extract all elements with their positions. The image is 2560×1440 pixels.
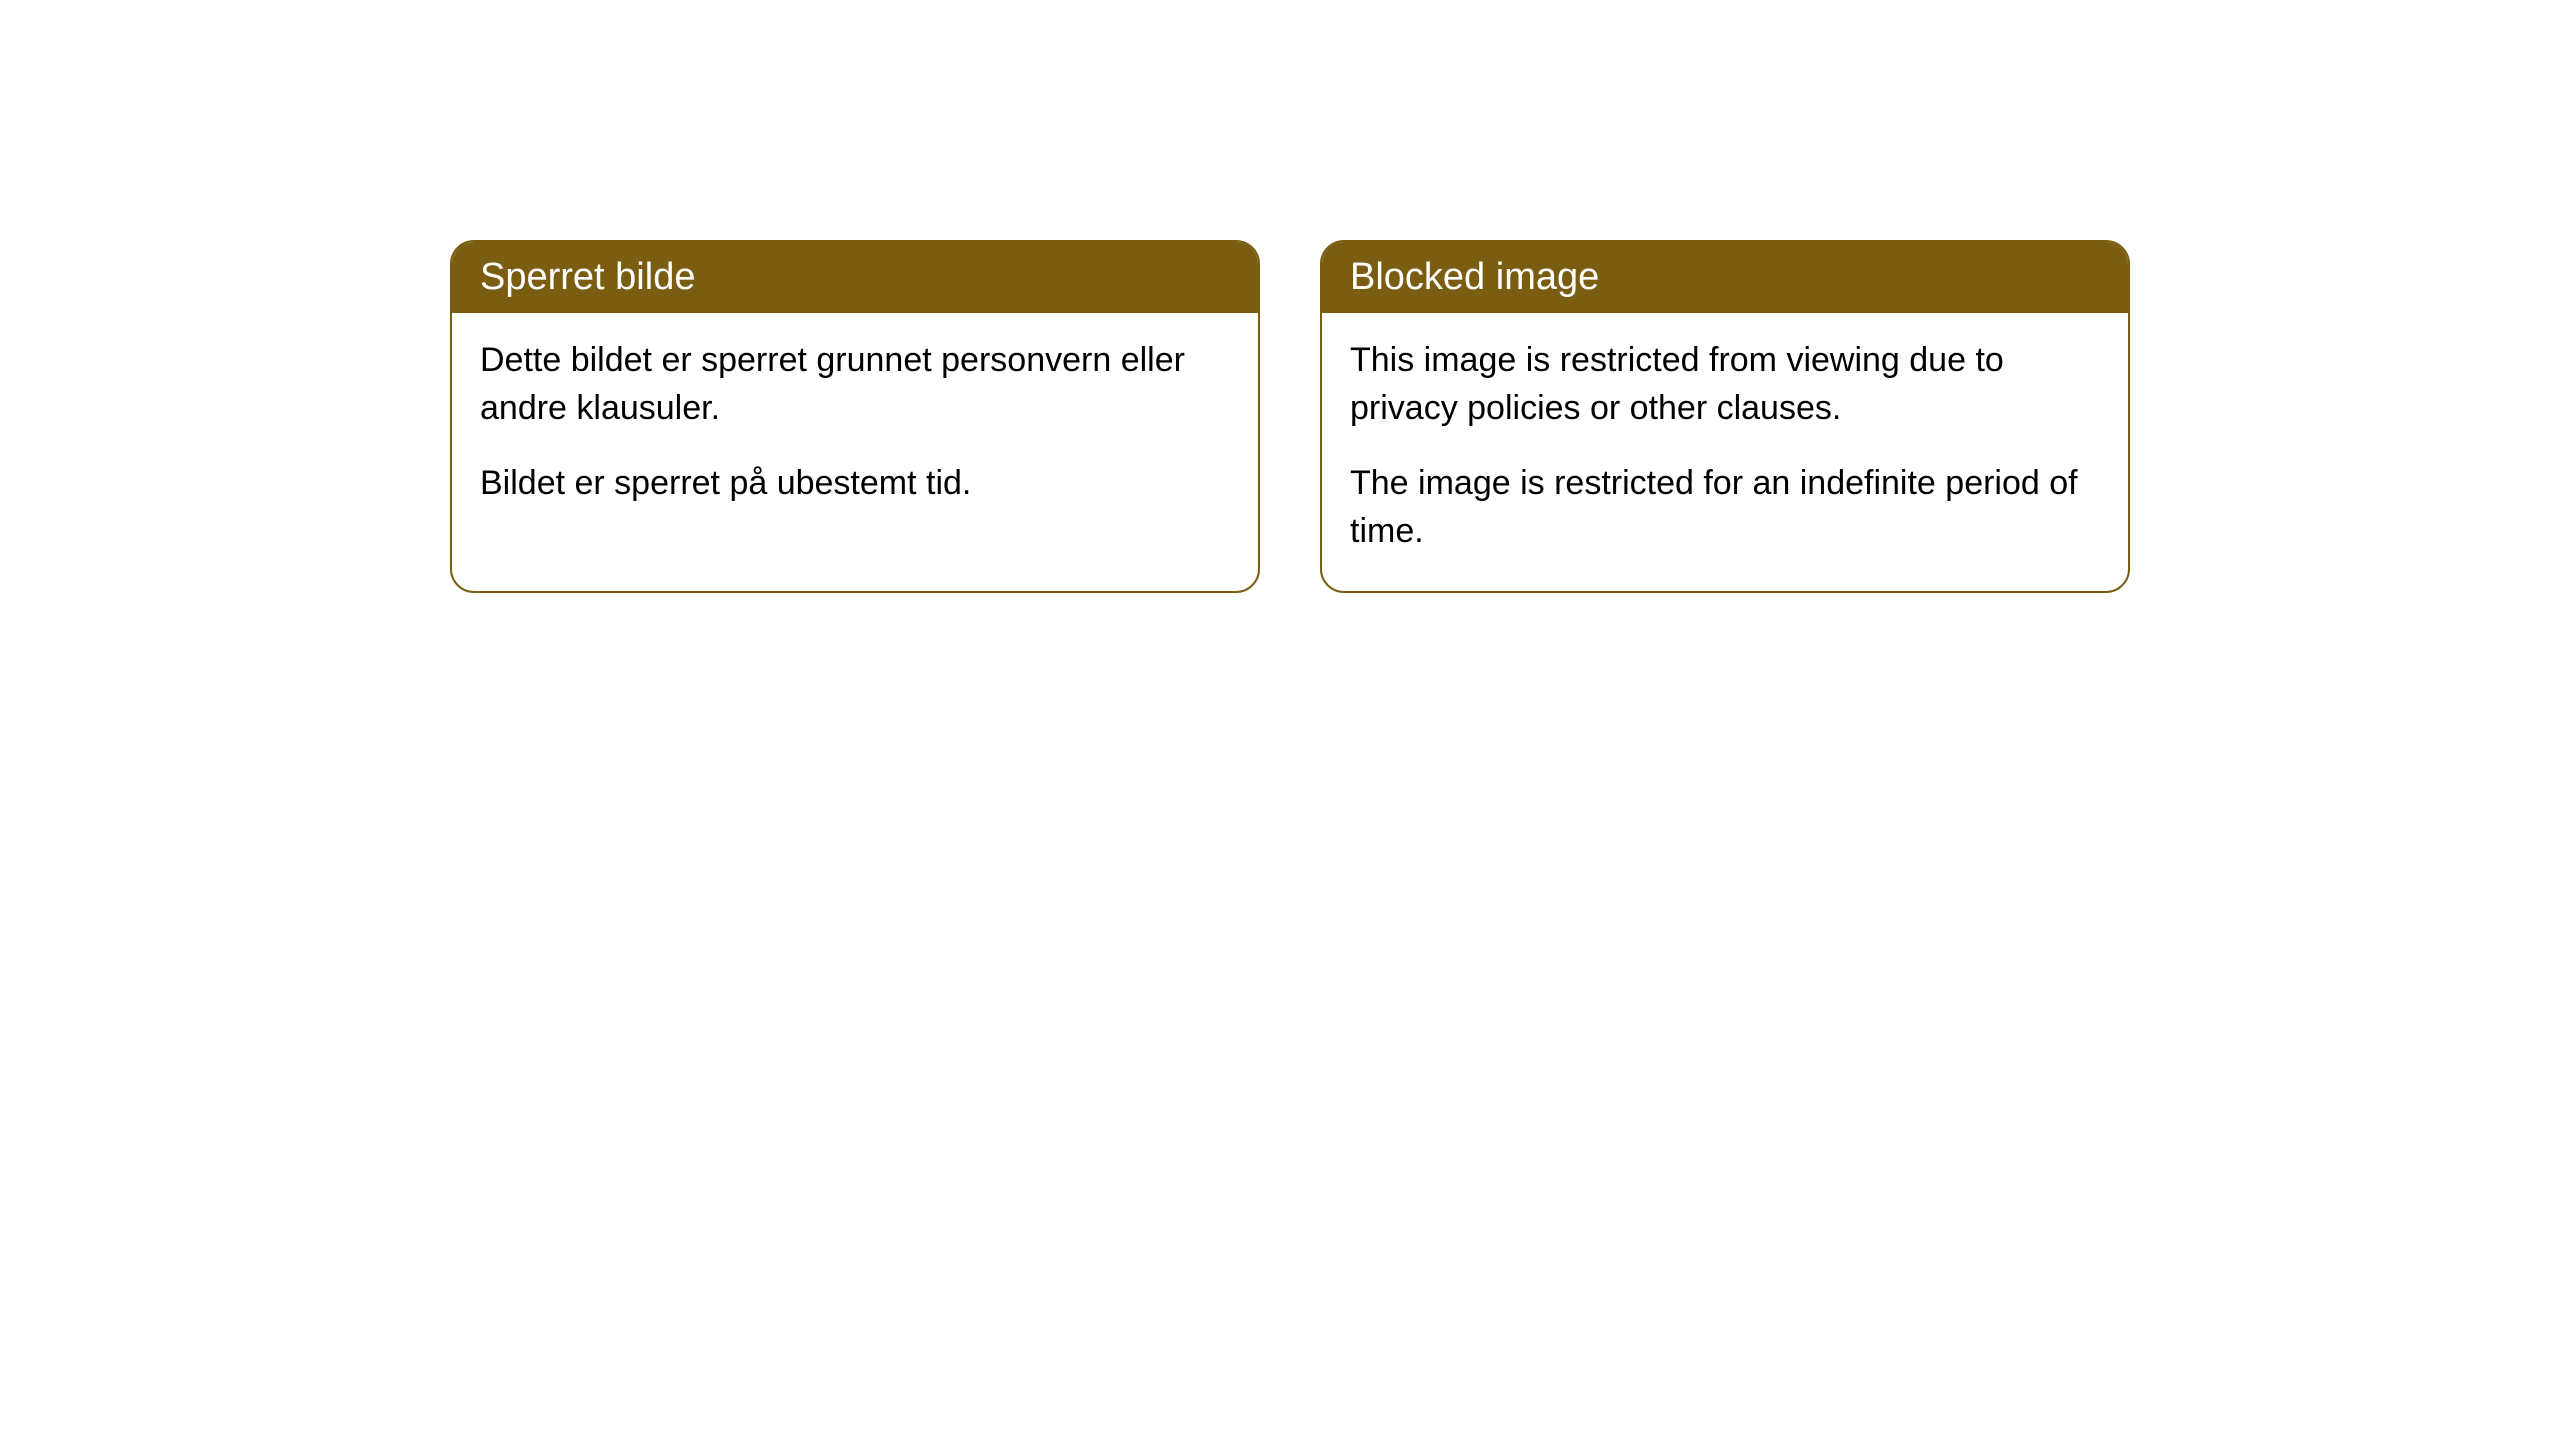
card-header-english: Blocked image	[1322, 242, 2128, 313]
card-english: Blocked image This image is restricted f…	[1320, 240, 2130, 593]
card-paragraph-1-norwegian: Dette bildet er sperret grunnet personve…	[480, 337, 1230, 432]
cards-container: Sperret bilde Dette bildet er sperret gr…	[450, 240, 2130, 593]
card-norwegian: Sperret bilde Dette bildet er sperret gr…	[450, 240, 1260, 593]
card-header-norwegian: Sperret bilde	[452, 242, 1258, 313]
card-paragraph-1-english: This image is restricted from viewing du…	[1350, 337, 2100, 432]
card-body-english: This image is restricted from viewing du…	[1322, 313, 2128, 591]
card-body-norwegian: Dette bildet er sperret grunnet personve…	[452, 313, 1258, 544]
card-paragraph-2-english: The image is restricted for an indefinit…	[1350, 460, 2100, 555]
card-title-norwegian: Sperret bilde	[480, 256, 695, 298]
card-paragraph-2-norwegian: Bildet er sperret på ubestemt tid.	[480, 460, 1230, 508]
card-title-english: Blocked image	[1350, 256, 1599, 298]
